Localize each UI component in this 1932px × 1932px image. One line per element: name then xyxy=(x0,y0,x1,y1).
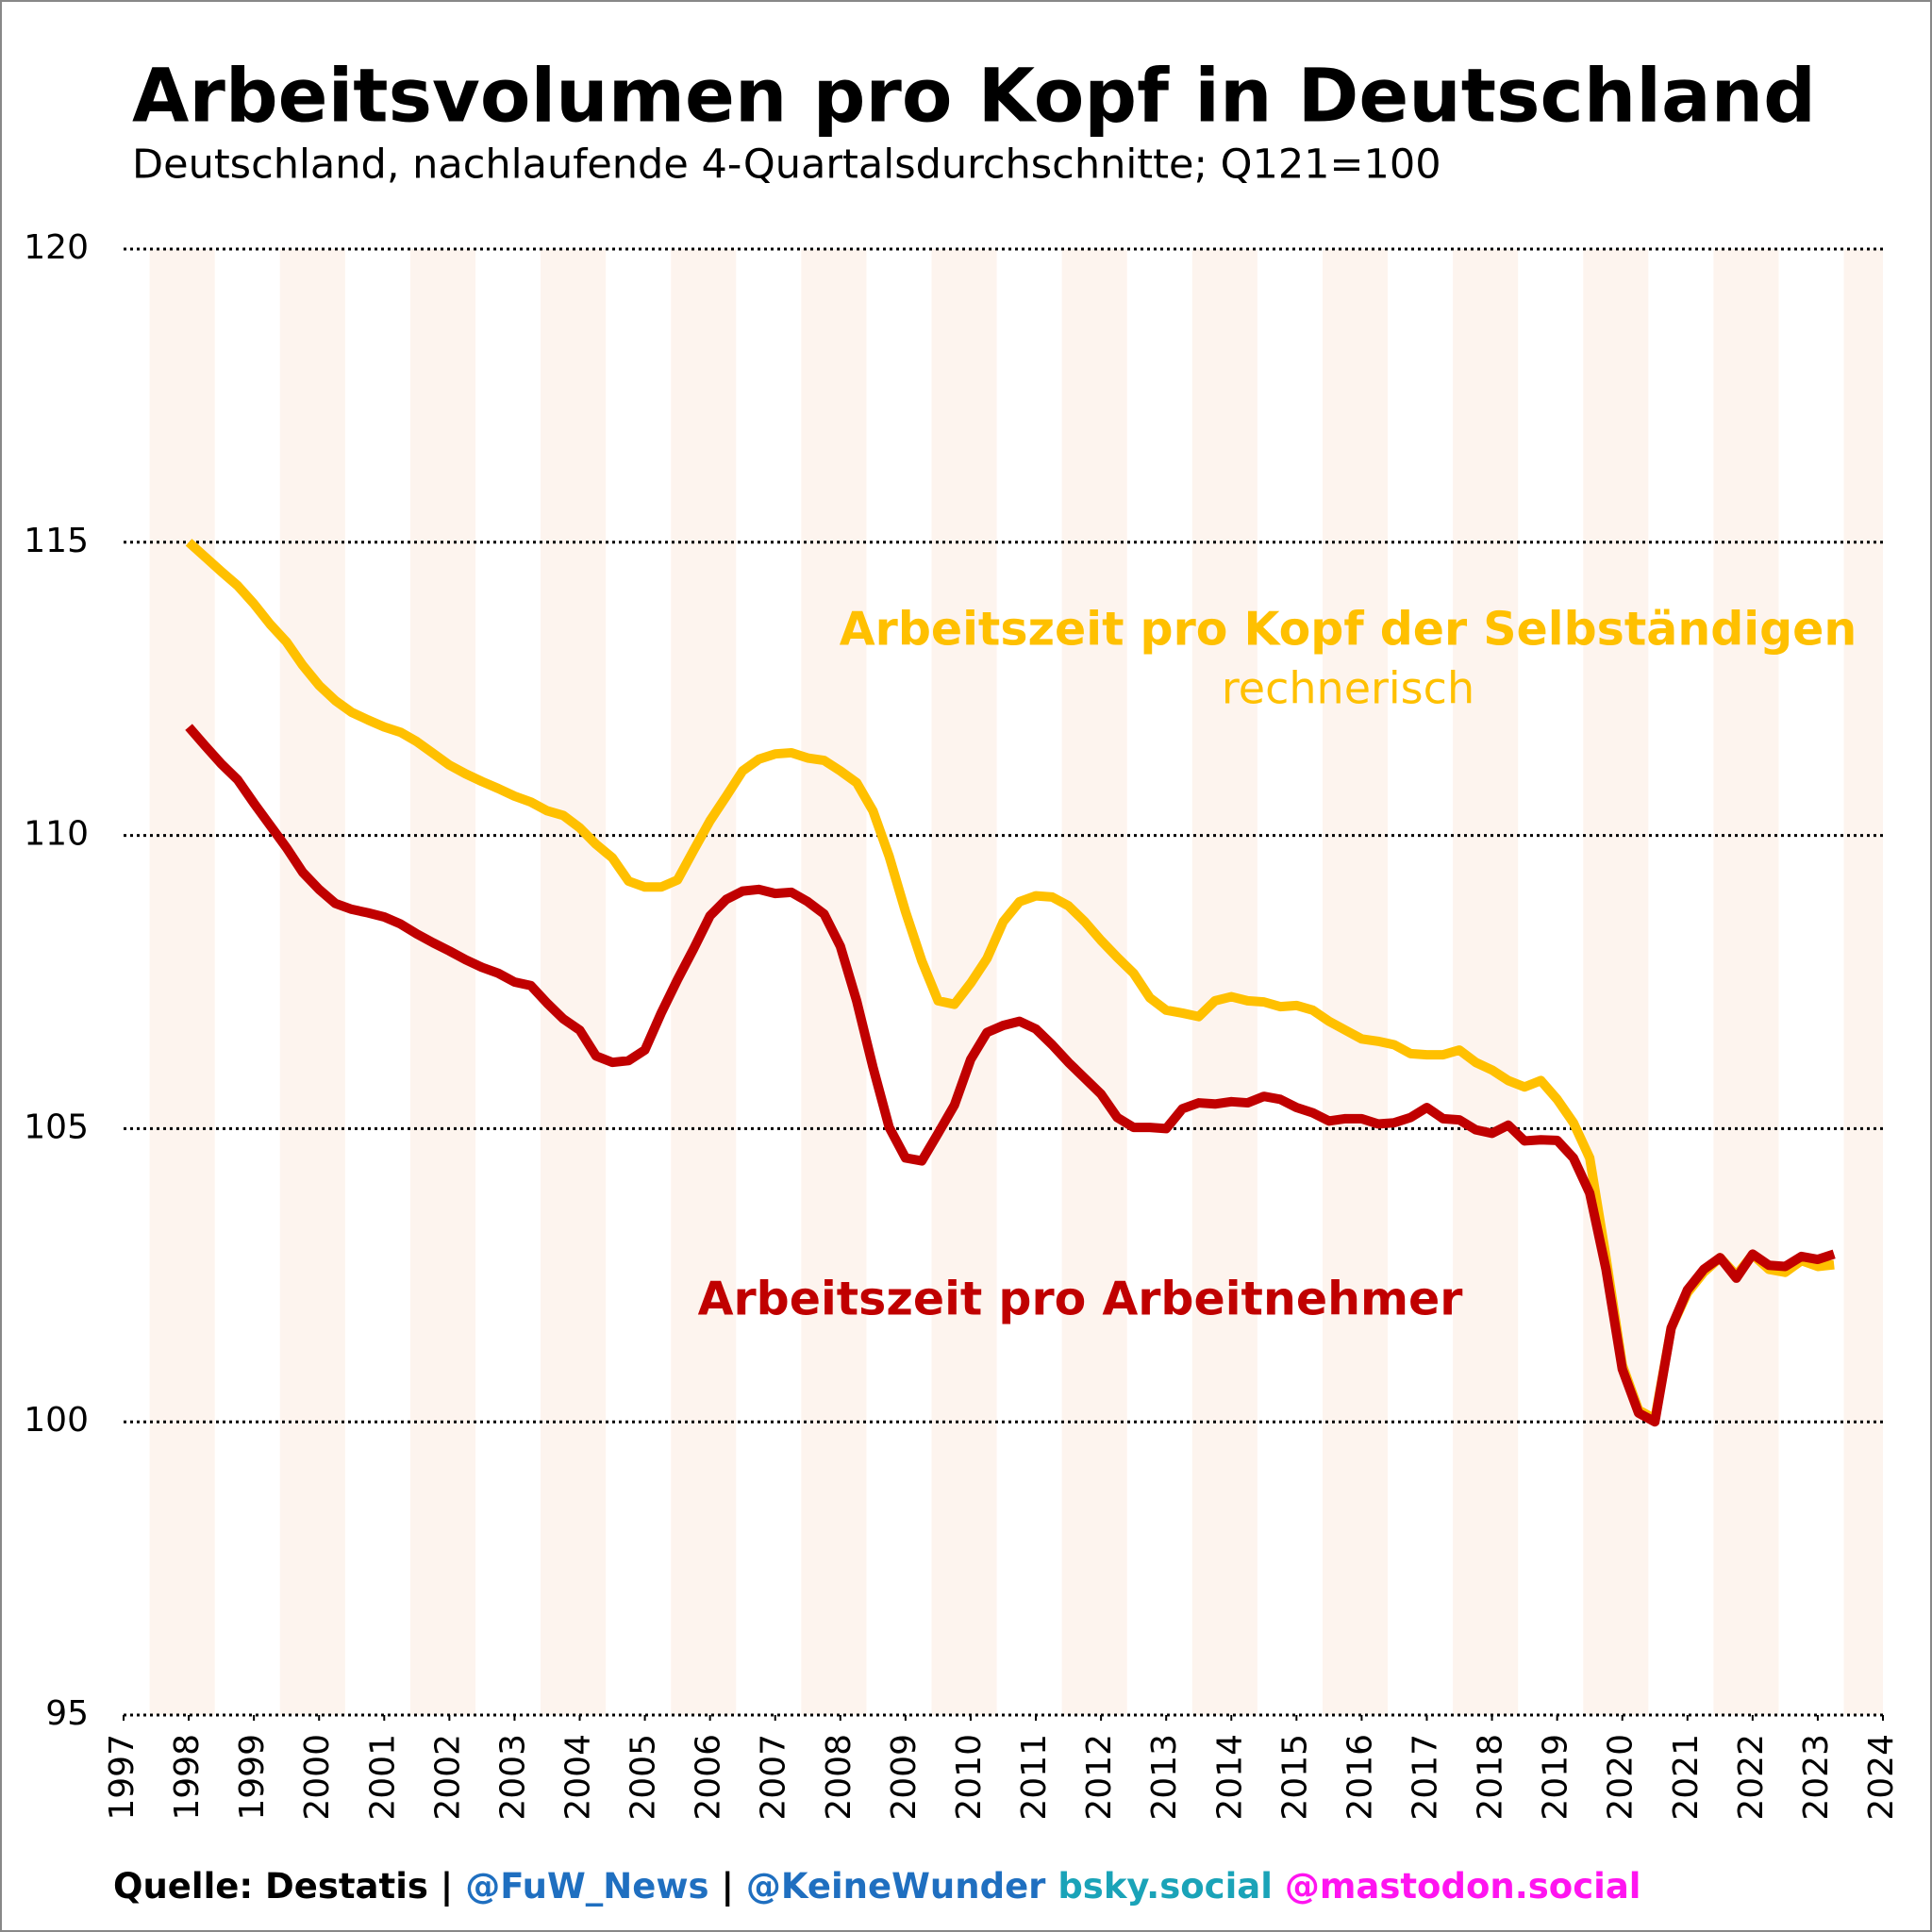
x-tick-label: 2007 xyxy=(755,1734,793,1821)
x-tick-label: 2004 xyxy=(559,1734,598,1821)
series-note: rechnerisch xyxy=(1222,663,1474,714)
series-line xyxy=(185,724,1836,1427)
x-tick-label: 2012 xyxy=(1080,1734,1119,1821)
x-tick-label: 2019 xyxy=(1537,1734,1575,1821)
x-tick-label: 1997 xyxy=(103,1734,142,1821)
x-tick-label: 2008 xyxy=(820,1734,858,1821)
line-layer xyxy=(185,539,1836,1427)
year-band xyxy=(409,249,475,1715)
y-tick-label: 95 xyxy=(45,1694,89,1733)
y-tick-label: 110 xyxy=(24,815,89,854)
footer-part: bsky.social xyxy=(1058,1866,1273,1907)
band-layer xyxy=(149,249,1883,1715)
x-tick-label: 2018 xyxy=(1472,1734,1510,1821)
year-band xyxy=(279,249,345,1715)
x-tick-label: 2022 xyxy=(1732,1734,1771,1821)
x-tick-label: 2013 xyxy=(1145,1734,1184,1821)
chart-title: Arbeitsvolumen pro Kopf in Deutschland xyxy=(132,54,1816,139)
x-tick-label: 2002 xyxy=(428,1734,467,1821)
footer-part: @mastodon.social xyxy=(1285,1866,1641,1907)
x-tick-label: 2011 xyxy=(1015,1734,1054,1821)
footer-part: Quelle: Destatis xyxy=(113,1866,428,1907)
year-band xyxy=(931,249,997,1715)
series-label: Arbeitszeit pro Kopf der Selbständigen xyxy=(840,603,1857,657)
y-tick-label: 120 xyxy=(24,228,89,267)
year-band xyxy=(1191,249,1257,1715)
year-band xyxy=(1583,249,1649,1715)
x-tick-label: 2003 xyxy=(493,1734,532,1821)
footer-part: | xyxy=(721,1866,734,1907)
x-tick-label: 2006 xyxy=(690,1734,728,1821)
footer-part: | xyxy=(441,1866,454,1907)
y-tick-label: 100 xyxy=(24,1401,89,1440)
year-band xyxy=(1713,249,1779,1715)
x-tick-label: 2021 xyxy=(1667,1734,1706,1821)
chart-subtitle: Deutschland, nachlaufende 4-Quartalsdurc… xyxy=(132,142,1441,189)
year-band xyxy=(1061,249,1127,1715)
year-band xyxy=(671,249,737,1715)
y-tick-label: 105 xyxy=(24,1108,89,1146)
x-tick-label: 2009 xyxy=(885,1734,924,1821)
x-tick-label: 1999 xyxy=(233,1734,272,1821)
x-tick-label: 2017 xyxy=(1406,1734,1444,1821)
series-line xyxy=(185,539,1835,1424)
footer-part: @FuW_News xyxy=(465,1866,708,1907)
y-tick-label: 115 xyxy=(24,522,89,560)
series-label: Arbeitszeit pro Arbeitnehmer xyxy=(698,1273,1464,1326)
footer-part: @KeineWunder xyxy=(746,1866,1046,1907)
x-tick-label: 2000 xyxy=(298,1734,337,1821)
year-band xyxy=(149,249,215,1715)
year-band xyxy=(801,249,867,1715)
x-tick-label: 2023 xyxy=(1797,1734,1836,1821)
x-tick-label: 2014 xyxy=(1210,1734,1249,1821)
x-tick-label: 2024 xyxy=(1862,1734,1901,1821)
footer: Quelle: Destatis | @FuW_News | @KeineWun… xyxy=(113,1866,1641,1907)
x-tick-label: 1998 xyxy=(168,1734,207,1821)
x-tick-label: 2001 xyxy=(363,1734,402,1821)
year-band xyxy=(1322,249,1389,1715)
year-band xyxy=(1453,249,1519,1715)
x-tick-label: 2010 xyxy=(950,1734,989,1821)
x-tick-label: 2016 xyxy=(1341,1734,1379,1821)
x-tick-label: 2015 xyxy=(1275,1734,1314,1821)
grid-layer: 95 100 105 110 115 120 1997 1998 1999 2000 2001 200… xyxy=(24,228,1901,1821)
year-band xyxy=(541,249,607,1715)
x-tick-label: 2005 xyxy=(625,1734,663,1821)
x-tick-label: 2020 xyxy=(1602,1734,1641,1821)
year-band xyxy=(1843,249,1883,1715)
